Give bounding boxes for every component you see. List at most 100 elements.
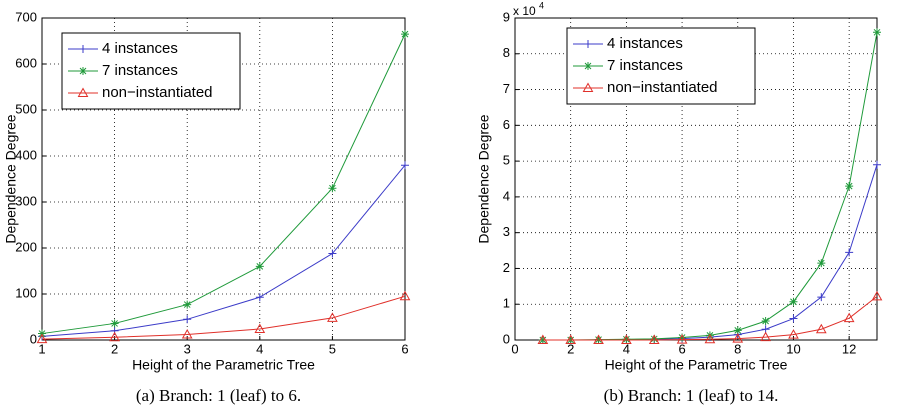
data-point xyxy=(38,329,46,338)
series-line xyxy=(542,164,878,341)
legend-label: 7 instances xyxy=(102,62,178,79)
y-tick-label: 8 xyxy=(503,45,510,60)
data-point xyxy=(327,312,338,322)
data-point xyxy=(109,331,120,342)
data-point xyxy=(399,290,411,301)
y-tick-label: 1 xyxy=(503,296,510,311)
data-point xyxy=(255,293,264,302)
data-point xyxy=(328,184,337,193)
data-point xyxy=(845,248,854,257)
data-point xyxy=(537,334,549,344)
data-point xyxy=(789,297,798,306)
x-axis-label: Height of the Parametric Tree xyxy=(132,357,315,373)
data-point xyxy=(845,182,854,191)
y-multiplier: x 10 xyxy=(513,4,536,18)
y-tick-label: 400 xyxy=(15,147,37,162)
x-tick-label: 12 xyxy=(842,341,856,356)
legend-marker xyxy=(79,67,87,75)
data-point xyxy=(181,328,193,339)
x-tick-label: 10 xyxy=(786,341,800,356)
legend-marker xyxy=(584,62,592,70)
y-tick-label: 0 xyxy=(503,331,510,346)
x-tick-label: 0 xyxy=(511,341,518,356)
data-point xyxy=(648,334,660,344)
data-point xyxy=(110,319,119,328)
plot-frame xyxy=(514,17,878,341)
y-tick-label: 2 xyxy=(503,260,510,275)
data-point xyxy=(817,259,826,268)
data-point xyxy=(789,314,798,323)
legend-label: 4 instances xyxy=(102,40,178,57)
series-line xyxy=(542,295,878,341)
data-point xyxy=(788,329,799,339)
data-point xyxy=(255,262,264,271)
y-tick-label: 6 xyxy=(503,117,510,132)
data-point xyxy=(183,315,192,324)
data-point xyxy=(621,334,632,344)
y-tick-label: 100 xyxy=(15,285,37,300)
x-tick-label: 4 xyxy=(256,341,263,356)
data-point xyxy=(871,290,883,301)
caption: (a) Branch: 1 (leaf) to 6. xyxy=(136,386,301,405)
data-point xyxy=(254,323,266,333)
x-tick-label: 5 xyxy=(329,341,336,356)
y-tick-label: 600 xyxy=(15,55,37,70)
x-tick-label: 1 xyxy=(38,341,45,356)
x-tick-label: 8 xyxy=(734,341,741,356)
data-point xyxy=(843,312,855,323)
y-axis-label: Dependence Degree xyxy=(3,114,19,243)
data-point xyxy=(36,333,48,344)
y-axis-label: Dependence Degree xyxy=(476,114,492,243)
y-tick-label: 200 xyxy=(15,239,37,254)
y-tick-label: 500 xyxy=(15,101,37,116)
data-point xyxy=(817,293,826,302)
legend-marker xyxy=(582,82,594,92)
legend-label: 4 instances xyxy=(607,35,683,52)
y-multiplier-exponent: 4 xyxy=(539,0,544,10)
plot-frame xyxy=(41,17,406,341)
y-tick-label: 0 xyxy=(30,331,37,346)
y-tick-label: 300 xyxy=(15,193,37,208)
y-tick-label: 4 xyxy=(503,188,510,203)
data-point xyxy=(401,161,409,170)
data-point xyxy=(183,300,192,309)
data-point xyxy=(328,249,337,258)
legend-label: non−instantiated xyxy=(102,84,213,101)
y-tick-label: 3 xyxy=(503,224,510,239)
series-line xyxy=(41,164,406,337)
x-tick-label: 2 xyxy=(111,341,118,356)
data-point xyxy=(538,336,547,344)
legend-marker xyxy=(584,40,592,48)
data-point xyxy=(650,334,659,343)
y-tick-label: 700 xyxy=(15,9,37,24)
series-line xyxy=(41,33,406,335)
data-point xyxy=(761,317,770,326)
legend-label: non−instantiated xyxy=(607,79,718,96)
data-point xyxy=(593,334,604,344)
data-point xyxy=(732,333,744,343)
data-point xyxy=(873,28,881,37)
legend-label: 7 instances xyxy=(607,57,683,74)
data-point xyxy=(678,333,687,342)
data-point xyxy=(815,323,827,334)
legend-marker xyxy=(79,45,87,53)
caption: (b) Branch: 1 (leaf) to 14. xyxy=(604,386,779,405)
y-tick-label: 9 xyxy=(503,9,510,24)
legend-marker xyxy=(77,87,89,97)
y-tick-label: 7 xyxy=(503,81,510,96)
y-tick-label: 5 xyxy=(503,153,510,168)
data-point xyxy=(401,30,409,39)
x-tick-label: 2 xyxy=(567,341,574,356)
data-point xyxy=(760,331,771,342)
x-tick-label: 6 xyxy=(678,341,685,356)
data-point xyxy=(676,334,688,344)
series-line xyxy=(41,295,406,340)
data-point xyxy=(565,334,577,344)
x-tick-label: 3 xyxy=(184,341,191,356)
data-point xyxy=(704,333,716,344)
x-tick-label: 6 xyxy=(401,341,408,356)
x-tick-label: 4 xyxy=(623,341,630,356)
x-axis-label: Height of the Parametric Tree xyxy=(605,357,788,373)
data-point xyxy=(733,326,742,335)
